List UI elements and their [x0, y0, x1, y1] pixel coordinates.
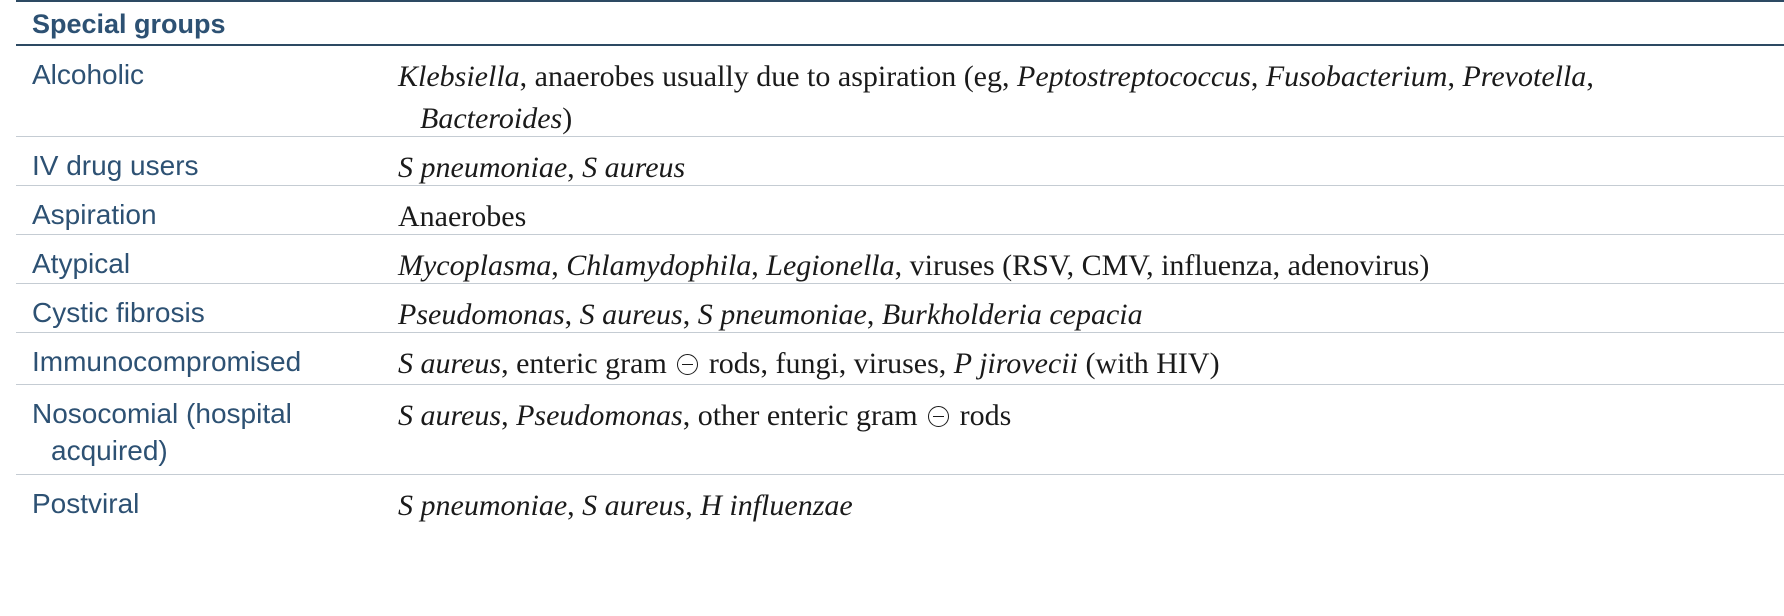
organism-name: S aureus [579, 298, 683, 331]
organism-name: S pneumoniae [398, 489, 568, 522]
row-label: Postviral [32, 488, 140, 519]
organism-name: H influenzae [700, 489, 853, 522]
row-text: , [567, 151, 583, 184]
row-continuation: Bacteroides) [398, 98, 1764, 140]
row-label: Nosocomial (hospital acquired) [16, 385, 398, 474]
organism-name: Chlamydophila [566, 249, 752, 282]
row-text: , [551, 249, 567, 282]
row-organisms: Pseudomonas, S aureus, S pneumoniae, Bur… [398, 284, 1784, 332]
row-label: Atypical [32, 248, 131, 279]
table-row: Cystic fibrosis Pseudomonas, S aureus, S… [16, 284, 1784, 333]
row-text: , [685, 489, 701, 522]
table-row: Atypical Mycoplasma, Chlamydophila, Legi… [16, 235, 1784, 284]
table-row: Immunocompromised S aureus, enteric gram… [16, 333, 1784, 385]
row-label: IV drug users [32, 150, 199, 181]
organism-name: Pseudomonas [516, 399, 683, 432]
row-label: Cystic fibrosis [32, 297, 205, 328]
row-text: , [1447, 60, 1463, 93]
row-organisms: Klebsiella, anaerobes usually due to asp… [398, 46, 1784, 136]
organism-name: Klebsiella [398, 60, 520, 93]
organism-name: P jirovecii [953, 347, 1078, 380]
gram-negative-icon [677, 354, 699, 375]
organism-name: S pneumoniae [398, 151, 568, 184]
row-organisms: Mycoplasma, Chlamydophila, Legionella, v… [398, 235, 1784, 283]
row-text: ) [562, 102, 573, 135]
organism-name: Pseudomonas [398, 298, 565, 331]
row-text: rods [952, 399, 1012, 432]
organism-name: Legionella [766, 249, 895, 282]
row-organisms: S aureus, Pseudomonas, other enteric gra… [398, 385, 1784, 474]
row-text: , [1586, 60, 1594, 93]
organism-name: Burkholderia cepacia [881, 298, 1143, 331]
organism-name: Fusobacterium [1265, 60, 1448, 93]
row-text: rods, fungi, viruses, [701, 347, 954, 380]
row-organisms: S pneumoniae, S aureus [398, 137, 1784, 185]
row-text: , [1250, 60, 1266, 93]
row-text: , [567, 489, 583, 522]
table-row: Postviral S pneumoniae, S aureus, H infl… [16, 475, 1784, 531]
row-text: , [751, 249, 767, 282]
row-label: Alcoholic [32, 59, 145, 90]
table-row: IV drug users S pneumoniae, S aureus [16, 137, 1784, 186]
table-header: Special groups [16, 2, 1784, 46]
row-label: Aspiration [32, 199, 157, 230]
row-text: , [564, 298, 580, 331]
row-label-continuation: acquired) [51, 435, 168, 466]
organism-name: S aureus [582, 489, 686, 522]
row-label-line: Nosocomial (hospital [32, 398, 292, 429]
organism-name: S aureus [398, 399, 502, 432]
row-text: (with HIV) [1077, 347, 1220, 380]
row-text: , viruses (RSV, CMV, influenza, adenovir… [894, 249, 1430, 282]
organism-name: S pneumoniae [697, 298, 867, 331]
organism-name: Prevotella [1462, 60, 1587, 93]
row-text: , other enteric gram [682, 399, 926, 432]
row-text: Anaerobes [398, 200, 527, 233]
row-organisms: S aureus, enteric gram rods, fungi, viru… [398, 333, 1784, 384]
special-groups-table: Special groups Alcoholic Klebsiella, ana… [16, 0, 1784, 531]
organism-name: S aureus [398, 347, 502, 380]
row-text: , [501, 399, 517, 432]
gram-negative-icon [928, 406, 950, 427]
row-label: Immunocompromised [32, 346, 302, 377]
row-organisms: S pneumoniae, S aureus, H influenzae [398, 475, 1784, 531]
table-row: Nosocomial (hospital acquired) S aureus,… [16, 385, 1784, 475]
table-row: Aspiration Anaerobes [16, 186, 1784, 235]
row-text: , [682, 298, 698, 331]
row-text: , anaerobes usually due to aspiration (e… [519, 60, 1017, 93]
row-text: , [866, 298, 882, 331]
organism-name: S aureus [582, 151, 686, 184]
table-row: Alcoholic Klebsiella, anaerobes usually … [16, 46, 1784, 137]
row-text: , enteric gram [501, 347, 675, 380]
row-organisms: Anaerobes [398, 186, 1784, 234]
organism-name: Bacteroides [420, 102, 563, 135]
organism-name: Mycoplasma [398, 249, 552, 282]
organism-name: Peptostreptococcus [1017, 60, 1251, 93]
